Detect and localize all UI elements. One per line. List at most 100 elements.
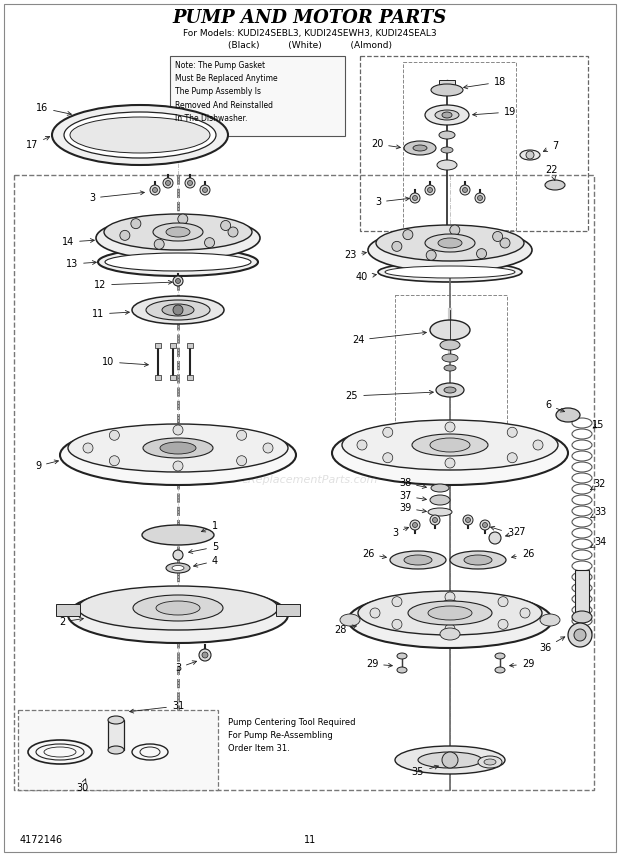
Ellipse shape [428,508,452,516]
Circle shape [445,592,455,602]
Text: 26: 26 [512,549,534,559]
Text: 4172146: 4172146 [20,835,63,845]
Text: 28: 28 [334,625,356,635]
Ellipse shape [96,216,260,260]
Ellipse shape [70,117,210,153]
Text: 14: 14 [62,237,94,247]
Ellipse shape [348,592,552,648]
Ellipse shape [397,653,407,659]
Ellipse shape [340,614,360,626]
Ellipse shape [172,566,184,570]
Bar [14,175,594,790]
Circle shape [202,652,208,658]
Circle shape [477,248,487,259]
Circle shape [412,522,417,527]
Bar [276,604,300,616]
Ellipse shape [332,421,568,485]
Text: 3: 3 [392,527,409,538]
Text: 13: 13 [66,259,96,269]
Ellipse shape [430,438,470,452]
Ellipse shape [98,248,258,276]
Ellipse shape [342,420,558,470]
Text: Note: The Pump Gasket
Must Be Replaced Anytime
The Pump Assembly Is
Removed And : Note: The Pump Gasket Must Be Replaced A… [175,61,278,122]
Circle shape [574,629,586,641]
Text: 39: 39 [399,503,427,513]
Circle shape [109,455,120,466]
Bar [403,62,516,230]
Text: 31: 31 [130,701,184,713]
Ellipse shape [430,320,470,340]
Ellipse shape [425,105,469,125]
Circle shape [237,455,247,466]
Ellipse shape [437,160,457,170]
Circle shape [173,461,183,471]
Ellipse shape [104,214,252,250]
Text: 7: 7 [543,141,558,152]
Circle shape [173,425,183,435]
Ellipse shape [376,225,524,261]
Text: 10: 10 [102,357,148,367]
Ellipse shape [425,234,475,252]
Ellipse shape [156,601,200,615]
Text: 35: 35 [412,765,438,777]
Circle shape [442,752,458,768]
Ellipse shape [412,434,488,456]
Circle shape [163,178,173,188]
Bar [360,56,588,231]
Text: 25: 25 [346,390,433,401]
Circle shape [480,520,490,530]
Ellipse shape [436,383,464,397]
Circle shape [370,608,380,618]
Circle shape [120,230,130,241]
Circle shape [426,250,436,260]
Circle shape [357,440,367,450]
Text: 12: 12 [94,280,172,290]
Text: 34: 34 [591,537,606,548]
Text: 40: 40 [356,272,376,282]
Text: 20: 20 [371,139,401,149]
Bar [187,343,193,348]
Circle shape [445,458,455,468]
Ellipse shape [442,112,452,118]
Ellipse shape [358,591,542,635]
Text: 15: 15 [592,420,604,430]
Ellipse shape [450,551,506,569]
Text: 5: 5 [188,542,218,554]
Ellipse shape [484,759,496,765]
Text: 17: 17 [26,136,50,150]
Ellipse shape [68,424,288,472]
Ellipse shape [166,563,190,573]
Ellipse shape [160,442,196,454]
Circle shape [428,187,433,193]
Circle shape [187,181,192,186]
Circle shape [507,453,517,463]
Text: 9: 9 [35,460,58,471]
Circle shape [392,597,402,607]
Text: 4: 4 [193,556,218,568]
Ellipse shape [108,746,124,754]
Circle shape [500,238,510,248]
Ellipse shape [438,238,462,248]
Circle shape [199,649,211,661]
Ellipse shape [397,667,407,673]
Circle shape [205,238,215,247]
Ellipse shape [64,112,216,158]
Bar [170,56,345,136]
Text: 23: 23 [344,250,366,260]
Circle shape [237,431,247,440]
Text: 11: 11 [304,835,316,845]
Circle shape [178,214,188,224]
Circle shape [150,185,160,195]
Circle shape [383,427,393,437]
Ellipse shape [556,408,580,422]
Circle shape [477,195,482,200]
Bar [439,80,455,90]
Circle shape [498,597,508,607]
Circle shape [185,178,195,188]
Circle shape [203,187,208,193]
Text: 19: 19 [472,107,516,117]
Ellipse shape [108,716,124,724]
Ellipse shape [478,756,502,768]
Ellipse shape [430,495,450,505]
Circle shape [450,225,460,235]
